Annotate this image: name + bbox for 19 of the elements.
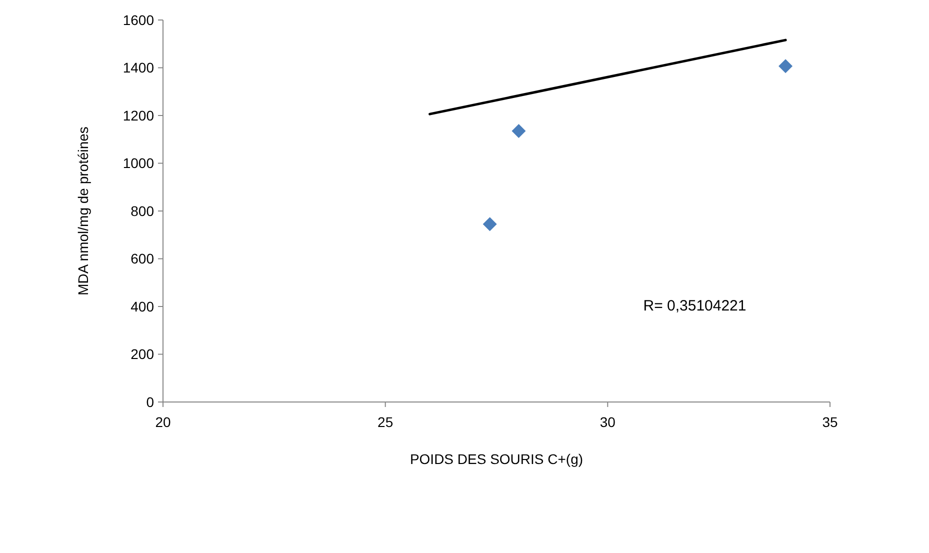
y-tick-label: 1000 — [122, 155, 154, 172]
annotation: R= 0,35104221 — [643, 297, 746, 314]
y-tick-label: 600 — [130, 250, 154, 267]
x-tick-label: 25 — [378, 414, 394, 430]
y-tick-label: 1200 — [122, 107, 154, 124]
y-tick-label: 1600 — [122, 12, 154, 28]
x-axis-title: POIDS DES SOURIS C+(g) — [410, 451, 584, 467]
y-tick-label: 800 — [130, 202, 154, 219]
point — [512, 124, 526, 138]
y-tick-label: 0 — [146, 394, 154, 410]
y-tick-label: 200 — [130, 346, 154, 362]
x-tick-label: 35 — [822, 414, 838, 430]
point — [778, 59, 793, 74]
y-axis-title: MDA nmol/mg de protéines — [75, 126, 91, 296]
y-tick-label: 1400 — [122, 60, 154, 76]
x-tick-label: 20 — [155, 414, 171, 430]
point — [482, 217, 497, 232]
y-tick-label: 400 — [130, 298, 154, 314]
x-tick-label: 30 — [600, 414, 616, 430]
